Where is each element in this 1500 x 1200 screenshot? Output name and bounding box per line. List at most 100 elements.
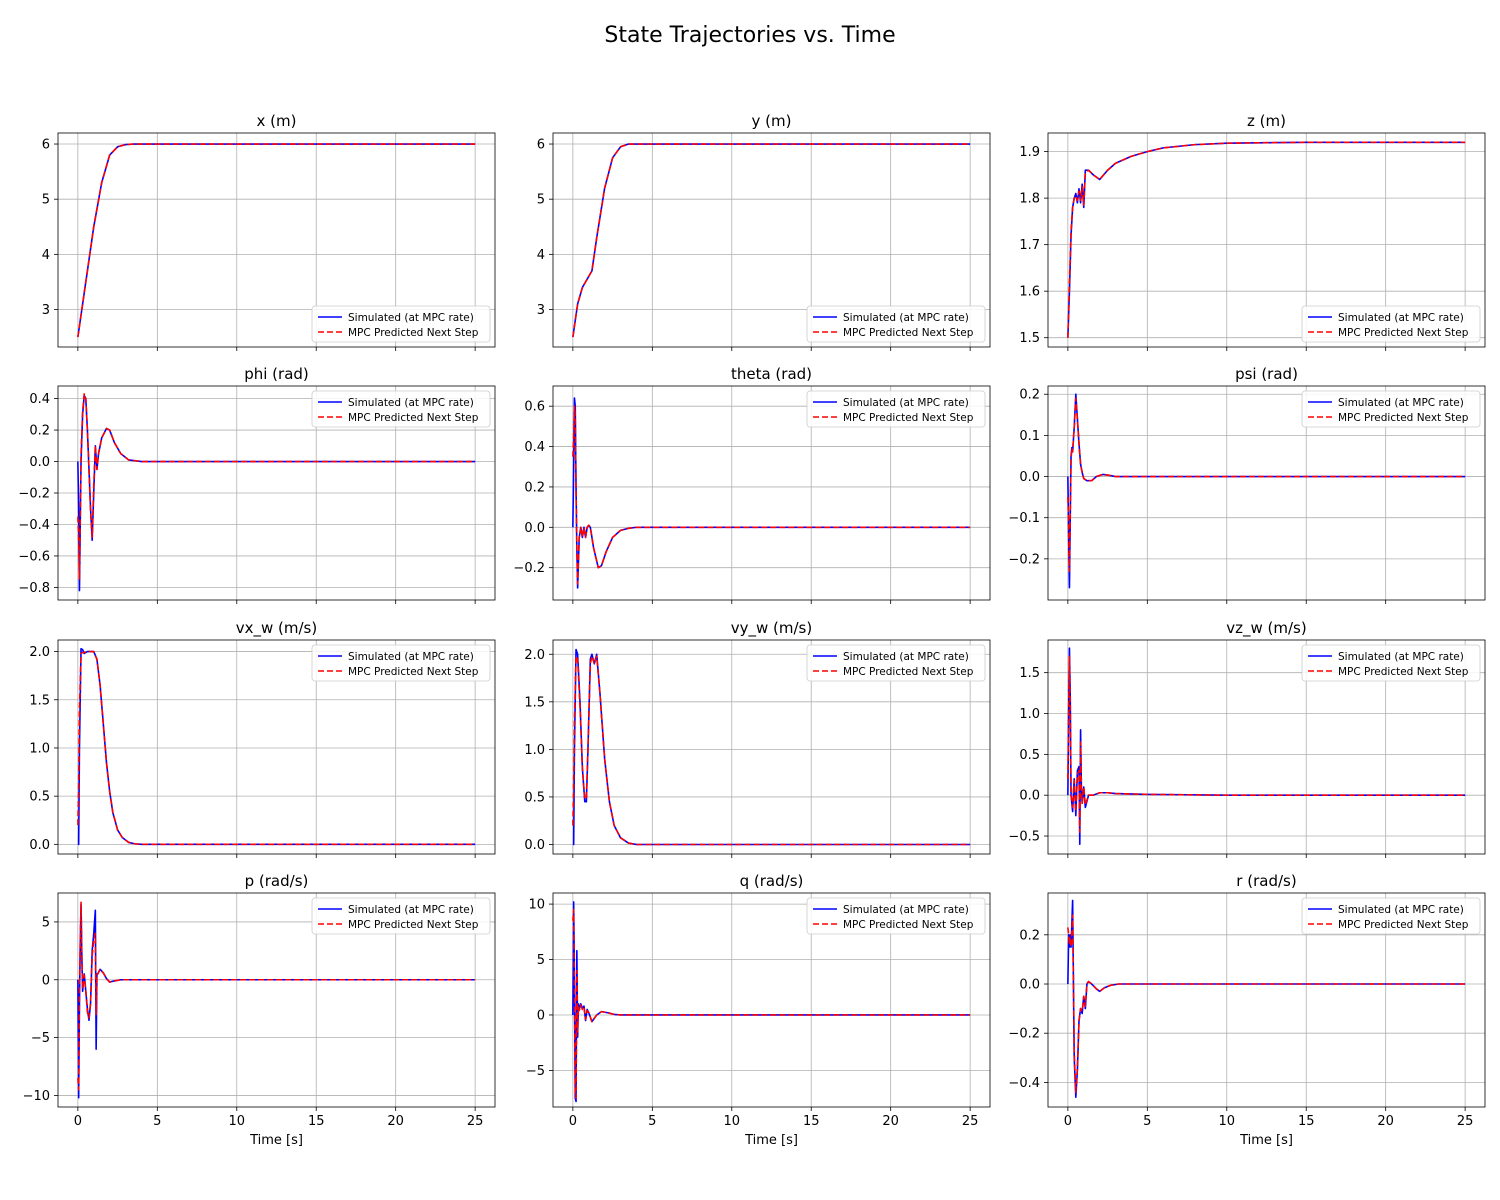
y-tick-label: 1.5 <box>1019 331 1040 346</box>
legend: Simulated (at MPC rate) MPC Predicted Nex… <box>311 897 491 935</box>
legend: Simulated (at MPC rate) MPC Predicted Nex… <box>806 644 986 682</box>
x-tick-label: 0 <box>1064 1114 1072 1129</box>
x-axis-label: Time [s] <box>1239 1133 1293 1148</box>
subplots-grid: x (m) 3 4 5 6 Simulated (at MPC rate) MPC Pred… <box>18 112 1486 1148</box>
y-tick-label: −0.4 <box>1008 1076 1040 1091</box>
legend-label: MPC Predicted Next Step <box>1338 666 1469 678</box>
series-line-mpc-predicted <box>77 650 476 846</box>
subplot-title: theta (rad) <box>731 365 812 383</box>
y-tick-label: −0.2 <box>1008 1027 1040 1042</box>
series-line-mpc-predicted <box>77 143 476 338</box>
legend-box <box>806 305 986 343</box>
y-tick-label: −0.2 <box>18 487 50 502</box>
series-line-mpc-predicted <box>1067 397 1466 572</box>
y-tick-label: 0.5 <box>29 790 50 805</box>
x-axis-label: Time [s] <box>249 1133 303 1148</box>
y-tick-label: −0.1 <box>1008 511 1040 526</box>
y-tick-label: 6 <box>42 138 50 153</box>
y-tick-label: −5 <box>31 1031 50 1046</box>
y-tick-label: 1.0 <box>29 741 50 756</box>
y-tick-label: 0.1 <box>1019 429 1040 444</box>
y-tick-label: 0.0 <box>1019 789 1040 804</box>
legend-label: MPC Predicted Next Step <box>843 919 974 931</box>
series-line-mpc-predicted <box>572 143 971 338</box>
x-tick-label: 25 <box>1457 1114 1474 1129</box>
y-tick-label: 0.4 <box>524 440 545 455</box>
subplot-title: q (rad/s) <box>740 872 804 890</box>
series-group <box>1067 647 1466 845</box>
subplot-8: vz_w (m/s) −0.5 0.0 0.5 1.0 1.5 Simulated (at … <box>1008 619 1486 858</box>
series-group <box>77 143 476 338</box>
subplot-3: phi (rad) −0.8 −0.6 −0.4 −0.2 0.0 0.2 0.4 Simula… <box>18 365 496 604</box>
x-tick-label: 5 <box>648 1114 656 1129</box>
legend: Simulated (at MPC rate) MPC Predicted Nex… <box>311 305 491 343</box>
axes-frame <box>1047 385 1486 601</box>
axes-frame <box>1047 132 1486 348</box>
subplot-title: vx_w (m/s) <box>236 619 317 638</box>
legend: Simulated (at MPC rate) MPC Predicted Nex… <box>806 897 986 935</box>
legend-label: Simulated (at MPC rate) <box>1338 312 1464 324</box>
series-line-mpc-predicted <box>1067 141 1466 338</box>
legend-box <box>311 390 491 428</box>
subplot-11: r (rad/s) 0 5 10 15 20 25 −0.4 −0.2 0.0 0.2 Time [s… <box>1008 872 1486 1148</box>
y-tick-label: 0.5 <box>524 790 545 805</box>
x-tick-label: 15 <box>1298 1114 1315 1129</box>
series-line-mpc-predicted <box>1067 655 1466 833</box>
series-group <box>572 648 971 846</box>
axes-frame <box>57 892 496 1108</box>
subplot-6: vx_w (m/s) 0.0 0.5 1.0 1.5 2.0 Simulated (at M… <box>29 619 496 858</box>
y-tick-label: −0.5 <box>1008 830 1040 845</box>
y-tick-label: 0.2 <box>524 480 545 495</box>
legend-box <box>1301 390 1481 428</box>
series-line-mpc-predicted <box>572 655 971 846</box>
series-group <box>1067 393 1466 589</box>
subplot-5: psi (rad) −0.2 −0.1 0.0 0.1 0.2 Simulated (at … <box>1008 365 1486 604</box>
legend: Simulated (at MPC rate) MPC Predicted Nex… <box>1301 897 1481 935</box>
legend: Simulated (at MPC rate) MPC Predicted Nex… <box>311 390 491 428</box>
subplot-title: r (rad/s) <box>1236 872 1296 890</box>
subplot-title: vy_w (m/s) <box>731 619 812 638</box>
axes-frame <box>552 892 991 1108</box>
y-tick-label: −0.4 <box>18 518 50 533</box>
y-tick-label: 1.9 <box>1019 145 1040 160</box>
subplot-title: phi (rad) <box>244 365 309 383</box>
legend-label: MPC Predicted Next Step <box>348 666 479 678</box>
legend-box <box>806 644 986 682</box>
legend-label: Simulated (at MPC rate) <box>1338 904 1464 916</box>
legend-label: Simulated (at MPC rate) <box>348 904 474 916</box>
legend-box <box>1301 305 1481 343</box>
subplot-title: z (m) <box>1247 112 1286 130</box>
y-tick-label: 6 <box>537 138 545 153</box>
legend: Simulated (at MPC rate) MPC Predicted Nex… <box>806 305 986 343</box>
axes-frame <box>552 385 991 601</box>
series-line-mpc-predicted <box>1067 914 1466 1094</box>
y-tick-label: 0.0 <box>1019 978 1040 993</box>
series-group <box>77 901 476 1099</box>
x-tick-label: 25 <box>467 1114 484 1129</box>
legend-label: Simulated (at MPC rate) <box>843 397 969 409</box>
series-group <box>572 901 971 1103</box>
legend-label: Simulated (at MPC rate) <box>843 651 969 663</box>
y-tick-label: −0.2 <box>1008 552 1040 567</box>
x-tick-label: 20 <box>387 1114 404 1129</box>
y-tick-label: 0 <box>42 973 50 988</box>
subplot-title: x (m) <box>257 112 297 130</box>
x-tick-label: 5 <box>153 1114 161 1129</box>
y-tick-label: 0.0 <box>1019 470 1040 485</box>
y-tick-label: 4 <box>537 248 545 263</box>
y-tick-label: 5 <box>42 193 50 208</box>
axes-frame <box>552 639 991 855</box>
y-tick-label: 3 <box>537 303 545 318</box>
legend-label: MPC Predicted Next Step <box>1338 412 1469 424</box>
y-tick-label: 0.0 <box>29 838 50 853</box>
y-tick-label: 5 <box>537 953 545 968</box>
y-tick-label: −10 <box>23 1089 50 1104</box>
subplot-7: vy_w (m/s) 0.0 0.5 1.0 1.5 2.0 Simulated (at M… <box>524 619 991 858</box>
legend-label: MPC Predicted Next Step <box>843 666 974 678</box>
y-tick-label: 5 <box>42 915 50 930</box>
x-tick-label: 10 <box>228 1114 245 1129</box>
y-tick-label: 2.0 <box>29 645 50 660</box>
legend-label: MPC Predicted Next Step <box>1338 919 1469 931</box>
x-tick-label: 0 <box>569 1114 577 1129</box>
legend-label: MPC Predicted Next Step <box>843 412 974 424</box>
